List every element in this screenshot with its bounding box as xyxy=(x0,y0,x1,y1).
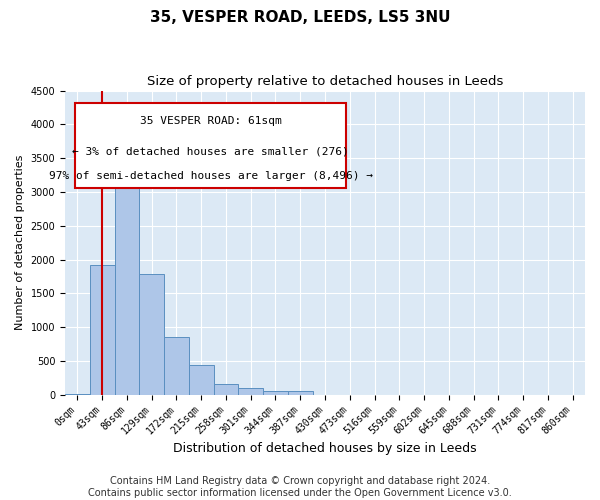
X-axis label: Distribution of detached houses by size in Leeds: Distribution of detached houses by size … xyxy=(173,442,477,455)
Bar xyxy=(263,390,288,394)
Text: 35, VESPER ROAD, LEEDS, LS5 3NU: 35, VESPER ROAD, LEEDS, LS5 3NU xyxy=(150,10,450,25)
Text: 97% of semi-detached houses are larger (8,496) →: 97% of semi-detached houses are larger (… xyxy=(49,170,373,180)
Y-axis label: Number of detached properties: Number of detached properties xyxy=(15,155,25,330)
Text: ← 3% of detached houses are smaller (276): ← 3% of detached houses are smaller (276… xyxy=(72,146,349,156)
FancyBboxPatch shape xyxy=(76,102,346,188)
Text: 35 VESPER ROAD: 61sqm: 35 VESPER ROAD: 61sqm xyxy=(140,116,281,126)
Bar xyxy=(164,336,189,394)
Bar xyxy=(139,274,164,394)
Bar xyxy=(288,392,313,394)
Bar xyxy=(115,159,139,394)
Bar xyxy=(238,388,263,394)
Text: Contains HM Land Registry data © Crown copyright and database right 2024.
Contai: Contains HM Land Registry data © Crown c… xyxy=(88,476,512,498)
Title: Size of property relative to detached houses in Leeds: Size of property relative to detached ho… xyxy=(147,75,503,88)
Bar xyxy=(189,365,214,394)
Bar xyxy=(90,265,115,394)
Bar xyxy=(214,384,238,394)
